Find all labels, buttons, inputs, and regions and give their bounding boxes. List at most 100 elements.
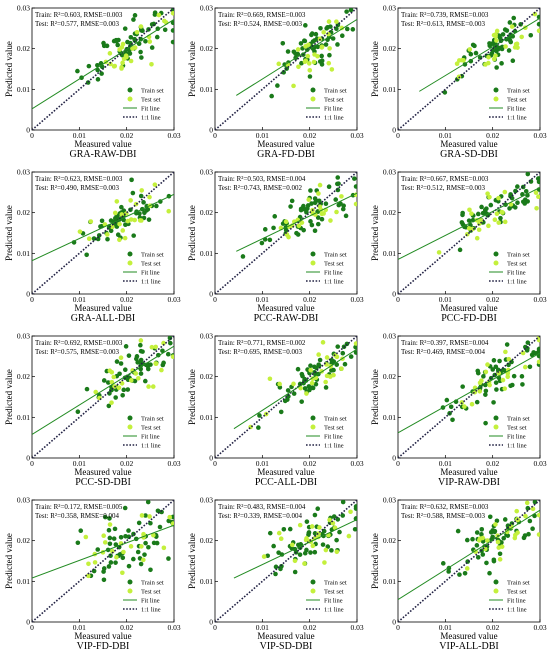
fit-line [233, 519, 357, 579]
train-point [348, 354, 354, 359]
test-point [467, 47, 473, 52]
legend-train-set: Train set [141, 415, 164, 422]
train-point [273, 564, 279, 570]
train-point [315, 215, 321, 220]
train-point [335, 344, 341, 349]
fit-line [419, 17, 540, 92]
y-tick-label: 0 [26, 290, 30, 299]
fit-line [32, 193, 174, 262]
train-point [483, 420, 488, 426]
train-point [500, 32, 506, 37]
x-tick-label: 0.03 [350, 131, 363, 140]
test-point [170, 354, 174, 360]
y-tick-label: 0.02 [383, 208, 396, 217]
x-tick-label: 0.02 [120, 131, 133, 140]
panel-title: VIP-FD-DBI [77, 641, 130, 652]
test-point [536, 532, 540, 537]
y-tick-label: 0.02 [383, 44, 396, 53]
train-point [532, 500, 538, 505]
train-point [460, 212, 465, 218]
train-point [312, 364, 317, 370]
train-point [308, 550, 313, 555]
test-point [485, 191, 490, 196]
train-point [101, 577, 107, 583]
test-point [291, 381, 296, 387]
train-point [323, 201, 329, 206]
train-point [309, 201, 314, 206]
x-tick-label: 0 [396, 131, 400, 140]
x-tick-label: 0.01 [73, 623, 86, 632]
plot-area [32, 172, 174, 294]
y-axis-title: Predicted value [370, 205, 380, 261]
legend: Train set Test set Fit line 1:1 line [123, 251, 164, 285]
train-point [474, 530, 480, 535]
train-point [291, 391, 297, 396]
plot-frame [397, 335, 541, 459]
train-point [298, 41, 304, 46]
train-point [115, 232, 121, 238]
train-point [145, 500, 151, 505]
x-tick-label: 0.03 [533, 295, 546, 304]
one-to-one-line [398, 500, 540, 622]
train-point [493, 364, 499, 370]
legend-fit-line: Fit line [324, 269, 343, 276]
panel-title: PCC-SD-DBI [75, 477, 131, 488]
legend-test-set: Test set [324, 96, 344, 103]
train-point [466, 218, 472, 223]
fit-line [233, 348, 357, 430]
train-point [527, 364, 533, 370]
test-point [319, 45, 325, 50]
train-point [353, 184, 357, 189]
test-point [304, 536, 309, 541]
test-point [276, 61, 282, 67]
train-point [352, 526, 357, 532]
test-point [502, 219, 508, 225]
train-point [151, 21, 157, 27]
test-point [289, 542, 295, 548]
train-stats: Train: R²=0.603, RMSE=0.003 [35, 11, 123, 19]
y-tick-label: 0.03 [200, 332, 213, 341]
train-point [267, 530, 273, 536]
y-tick-label: 0.01 [200, 413, 213, 422]
train-point [160, 348, 165, 354]
plot-frame [214, 499, 358, 623]
train-point [120, 392, 125, 398]
test-point [312, 52, 317, 57]
train-point [75, 409, 81, 414]
test-point [149, 61, 154, 67]
y-tick-label: 0.01 [383, 249, 396, 258]
train-point [145, 207, 151, 212]
train-point [170, 28, 174, 33]
train-point [335, 517, 341, 522]
train-point [265, 553, 270, 559]
test-point [309, 524, 315, 529]
panel-title: VIP-RAW-DBI [438, 477, 500, 488]
y-tick-label: 0.03 [383, 4, 396, 13]
x-tick-label: 0 [213, 295, 217, 304]
legend-test-set: Test set [324, 260, 344, 267]
test-point [146, 384, 151, 389]
x-tick-label: 0.03 [350, 623, 363, 632]
train-point [285, 49, 291, 54]
train-point [302, 38, 308, 44]
train-point [348, 8, 354, 13]
train-stats: Train: R²=0.397, RMSE=0.004 [401, 339, 489, 347]
train-point [525, 346, 530, 351]
test-point [276, 530, 282, 536]
y-tick-label: 0 [209, 126, 213, 135]
train-point [306, 384, 312, 389]
train-point [319, 62, 325, 67]
legend: Train set Test set Fit line 1:1 line [489, 251, 530, 285]
panel-title: VIP-ALL-DBI [439, 641, 498, 652]
test-point [536, 28, 540, 33]
train-point [340, 513, 346, 518]
train-point [105, 236, 110, 242]
test-point [478, 218, 484, 223]
test-point [322, 560, 327, 565]
train-point [502, 517, 508, 522]
train-point [342, 361, 348, 367]
legend-train-set-marker [310, 251, 316, 257]
legend-train-set: Train set [324, 87, 347, 94]
x-tick-label: 0.03 [167, 623, 180, 632]
test-point [306, 61, 312, 66]
